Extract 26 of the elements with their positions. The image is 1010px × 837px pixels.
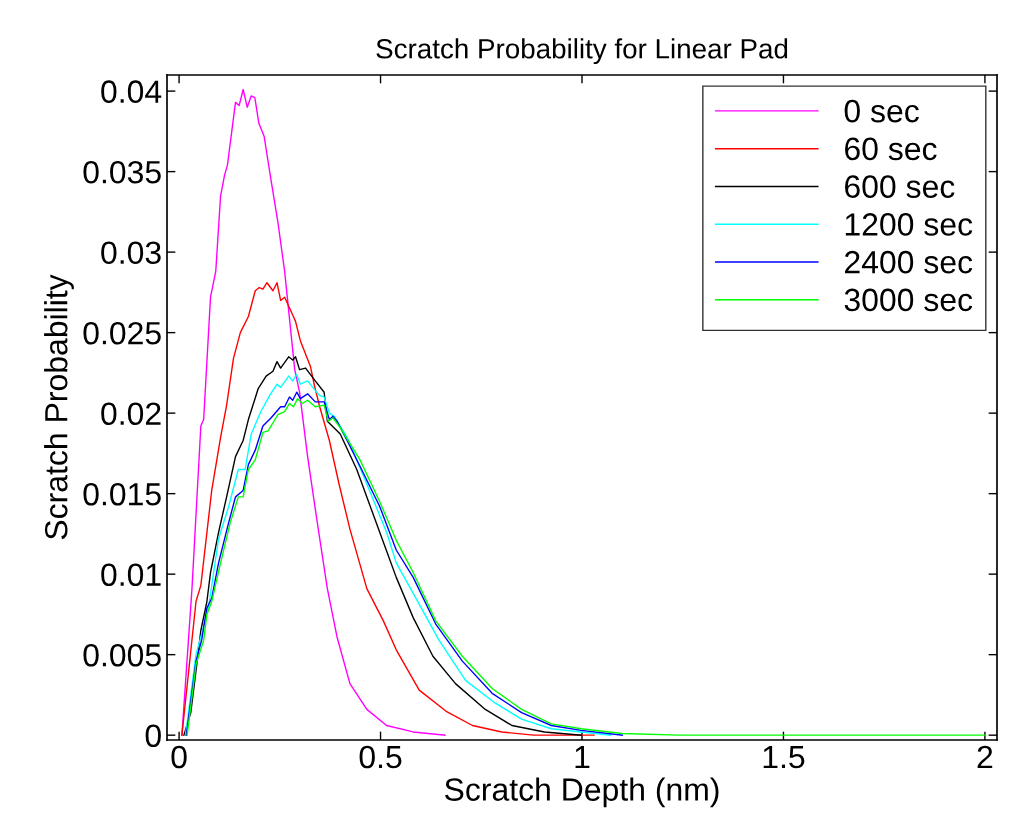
- y-tick-label: 0.035: [83, 160, 161, 184]
- x-tick-label: 0: [171, 745, 187, 769]
- y-tick-label: 0.04: [101, 80, 162, 103]
- y-tick-label: 0.01: [101, 563, 161, 587]
- y-tick-label: 0.03: [101, 241, 161, 265]
- y-tick-label: 0: [145, 724, 161, 748]
- legend-label: 600 sec: [845, 175, 955, 198]
- legend-label: 60 sec: [845, 137, 937, 161]
- line-series: [181, 282, 595, 736]
- x-tick-label: 1: [575, 746, 590, 769]
- x-tick-label: 2: [977, 745, 993, 769]
- legend-label: 2400 sec: [845, 250, 973, 274]
- x-tick-label: 0.5: [359, 745, 402, 769]
- chart-title: Scratch Probability for Linear Pad: [376, 38, 788, 65]
- line-series: [186, 397, 986, 736]
- legend-label: 0 sec: [844, 99, 919, 123]
- line-series: [181, 88, 446, 736]
- y-tick-label: 0.025: [83, 321, 161, 345]
- y-tick-label: 0.02: [101, 402, 161, 426]
- legend-label: 3000 sec: [844, 288, 973, 312]
- x-axis-title: Scratch Depth (nm): [444, 777, 719, 808]
- y-tick-label: 0.005: [83, 643, 161, 667]
- x-tick-label: 1.5: [763, 746, 805, 769]
- y-tick-label: 0.015: [83, 482, 161, 506]
- legend-label: 1200 sec: [845, 213, 973, 236]
- y-axis-title: Scratch Probability: [44, 274, 74, 540]
